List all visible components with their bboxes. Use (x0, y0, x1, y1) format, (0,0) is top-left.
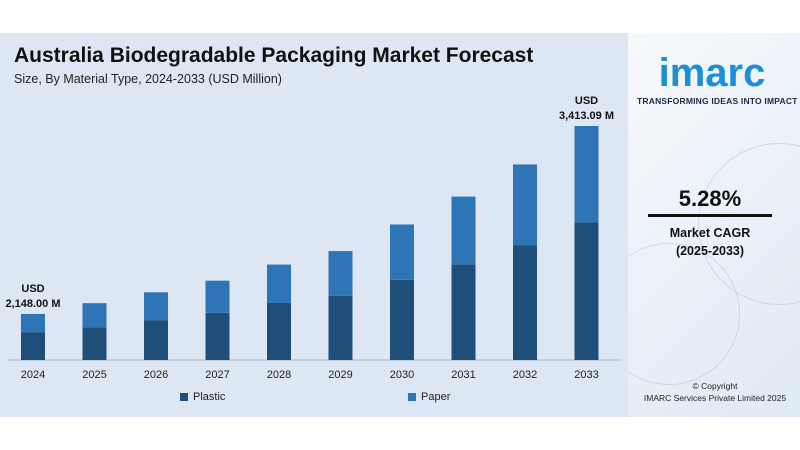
data-label-currency: USD (21, 283, 44, 295)
bar-plastic-2032 (513, 245, 537, 360)
x-tick-label: 2026 (144, 369, 168, 381)
bar-paper-2026 (144, 292, 168, 321)
bar-paper-2029 (328, 251, 353, 296)
brand-tagline: TRANSFORMING IDEAS INTO IMPACT (637, 96, 798, 106)
legend-swatch-plastic (180, 393, 188, 401)
bar-paper-2032 (513, 164, 537, 246)
x-tick-label: 2033 (574, 369, 598, 381)
legend-swatch-paper (408, 393, 416, 401)
data-label-value: 3,413.09 M (559, 110, 614, 122)
bar-chart: 2024 2025 2026 2027 2028 2029 2030 2031 2032 2033… (5, 95, 620, 381)
cagr-value: 5.28% (678, 186, 742, 211)
chart-subtitle: Size, By Material Type, 2024-2033 (USD M… (14, 72, 282, 86)
bar-paper-2033 (574, 126, 599, 223)
x-tick-label: 2032 (513, 369, 537, 381)
bar-plastic-2028 (267, 302, 291, 360)
bar-paper-2028 (267, 264, 291, 303)
side-panel (628, 33, 800, 417)
bar-paper-2031 (451, 196, 476, 265)
bar-plastic-2030 (390, 279, 414, 360)
x-tick-label: 2027 (205, 369, 229, 381)
data-label-value: 2,148.00 M (5, 298, 60, 310)
bar-plastic-2026 (144, 320, 168, 360)
x-tick-label: 2024 (21, 369, 45, 381)
bar-plastic-2029 (328, 295, 353, 360)
bar-plastic-2027 (205, 312, 230, 360)
bar-paper-2024 (21, 313, 45, 333)
x-tick-label: 2029 (328, 369, 352, 381)
cagr-period: (2025-2033) (675, 244, 745, 258)
legend-label-plastic: Plastic (193, 391, 226, 403)
x-tick-label: 2030 (390, 369, 414, 381)
x-tick-label: 2031 (451, 369, 475, 381)
brand-logo-block: imarc TRANSFORMING IDEAS INTO IMPACT (637, 51, 798, 106)
brand-logo: imarc (658, 51, 766, 95)
bar-plastic-2033 (574, 222, 599, 360)
legend-item-plastic: Plastic (180, 391, 225, 403)
cagr-divider (648, 214, 772, 217)
copyright-label: © Copyright (692, 381, 738, 391)
legend-item-paper: Paper (408, 391, 450, 403)
bar-paper-2027 (205, 280, 230, 313)
x-tick-label: 2028 (267, 369, 291, 381)
copyright-block: © Copyright IMARC Services Private Limit… (630, 380, 800, 404)
bar-plastic-2031 (451, 264, 476, 360)
bar-plastic-2024 (21, 332, 45, 360)
bar-plastic-2025 (82, 327, 107, 360)
copyright-company: IMARC Services Private Limited 2025 (643, 393, 787, 403)
x-tick-label: 2025 (82, 369, 106, 381)
bar-paper-2025 (82, 303, 107, 328)
bar-paper-2030 (390, 224, 414, 280)
chart-title: Australia Biodegradable Packaging Market… (14, 44, 534, 67)
legend-label-paper: Paper (421, 391, 451, 403)
cagr-label: Market CAGR (669, 226, 751, 240)
data-label-currency: USD (575, 95, 598, 107)
